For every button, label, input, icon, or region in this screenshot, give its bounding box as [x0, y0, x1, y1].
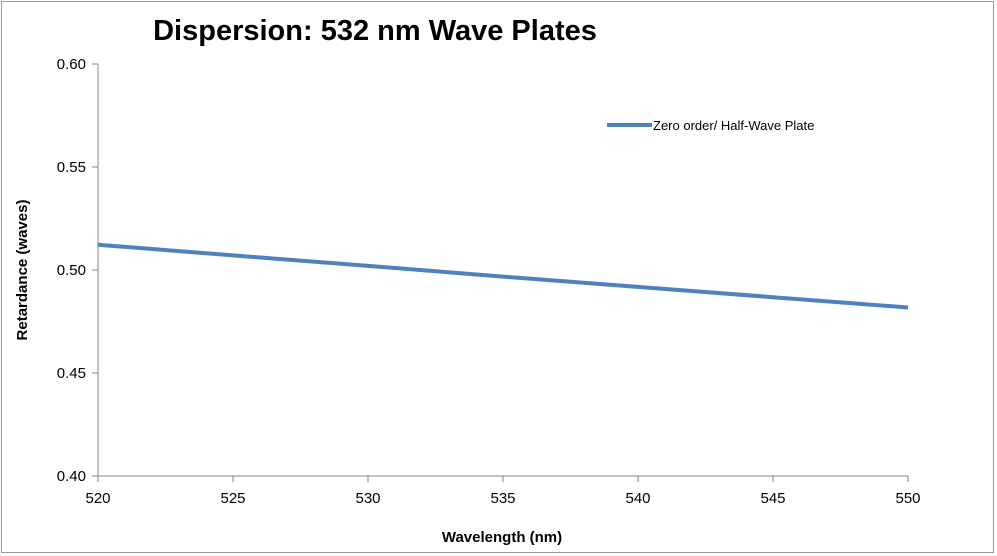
y-tick-label: 0.60: [57, 56, 86, 73]
legend: Zero order/ Half-Wave Plate: [607, 118, 814, 133]
x-tick-label: 535: [490, 490, 515, 507]
series-line: [97, 242, 909, 310]
y-tick-label: 0.40: [57, 468, 86, 485]
x-tick-label: 530: [355, 490, 380, 507]
plot-series: [97, 242, 909, 310]
y-tick-label: 0.50: [57, 262, 86, 279]
chart-title: Dispersion: 532 nm Wave Plates: [153, 15, 597, 47]
y-axis: 0.60 0.55 0.50 0.45 0.40: [57, 56, 99, 485]
x-tick-label: 540: [625, 490, 650, 507]
x-axis: 520 525 530 535 540 545 550: [85, 475, 921, 507]
y-tick-label: 0.55: [57, 159, 86, 176]
x-tick-label: 550: [895, 490, 920, 507]
legend-label: Zero order/ Half-Wave Plate: [653, 118, 814, 133]
x-tick-label: 545: [760, 490, 785, 507]
x-tick-label: 520: [85, 490, 110, 507]
y-tick-label: 0.45: [57, 365, 86, 382]
x-axis-title: Wavelength (nm): [442, 529, 562, 546]
x-tick-label: 525: [220, 490, 245, 507]
y-axis-title: Retardance (waves): [14, 200, 31, 341]
